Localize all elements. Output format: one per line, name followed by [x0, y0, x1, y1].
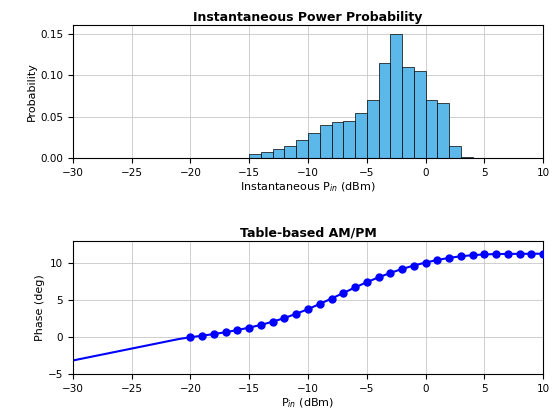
Title: Table-based AM/PM: Table-based AM/PM: [240, 226, 376, 239]
Y-axis label: Probability: Probability: [27, 62, 37, 121]
Bar: [308, 133, 320, 158]
Bar: [332, 122, 343, 158]
Bar: [437, 102, 449, 158]
Bar: [367, 100, 379, 158]
Bar: [261, 152, 273, 158]
Bar: [449, 146, 461, 158]
Bar: [296, 140, 308, 158]
Bar: [355, 113, 367, 158]
Bar: [249, 154, 261, 158]
Bar: [402, 67, 414, 158]
Bar: [426, 100, 437, 158]
Bar: [461, 157, 473, 158]
Y-axis label: Phase (deg): Phase (deg): [35, 274, 45, 341]
X-axis label: Instantaneous P$_{in}$ (dBm): Instantaneous P$_{in}$ (dBm): [240, 181, 376, 194]
Bar: [343, 121, 355, 158]
Bar: [320, 125, 332, 158]
Title: Instantaneous Power Probability: Instantaneous Power Probability: [193, 11, 423, 24]
Bar: [414, 71, 426, 158]
Bar: [390, 34, 402, 158]
Bar: [273, 149, 284, 158]
Bar: [379, 63, 390, 158]
X-axis label: P$_{in}$ (dBm): P$_{in}$ (dBm): [282, 396, 334, 410]
Bar: [284, 146, 296, 158]
